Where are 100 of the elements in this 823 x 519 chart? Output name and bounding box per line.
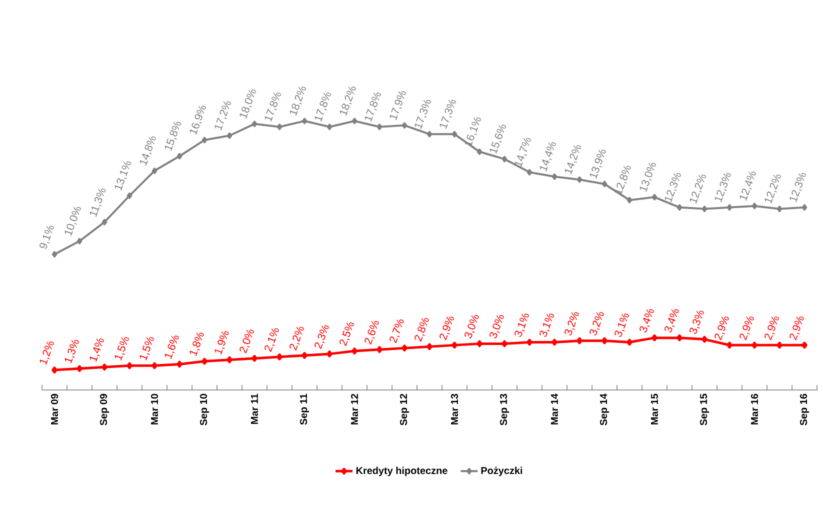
data-label: 3,3% <box>690 310 704 334</box>
point <box>802 204 808 211</box>
point <box>752 202 758 210</box>
data-label: 12,8% <box>614 166 631 195</box>
point <box>702 336 708 343</box>
x-tick-label: Sep 09 <box>100 394 110 426</box>
point <box>376 124 382 130</box>
point <box>776 342 782 349</box>
x-tick-label: Sep 11 <box>300 394 310 425</box>
point <box>426 130 432 138</box>
data-label: 14,7% <box>514 138 531 168</box>
data-label: 1,4% <box>90 338 104 362</box>
data-label: 2,9% <box>764 316 779 340</box>
point <box>326 124 332 130</box>
data-label: 11,3% <box>90 188 106 217</box>
data-label: 18,0% <box>240 90 256 119</box>
point <box>726 204 732 211</box>
point <box>752 342 758 349</box>
point <box>776 206 782 212</box>
point <box>452 130 458 138</box>
data-label: 3,2% <box>564 312 579 336</box>
point <box>726 342 732 349</box>
data-label: 16,9% <box>190 106 206 135</box>
data-label: 3,0% <box>464 315 479 338</box>
point <box>526 338 532 346</box>
point <box>52 251 58 258</box>
point <box>426 343 432 350</box>
data-label: 12,3% <box>664 173 681 202</box>
data-label: 12,3% <box>714 173 731 202</box>
point <box>176 360 182 368</box>
point <box>402 122 408 129</box>
point <box>652 194 658 200</box>
x-tick-label: Sep 16 <box>800 394 810 426</box>
data-label: 2,0% <box>240 330 254 354</box>
data-label: 17,3% <box>414 100 431 129</box>
data-label: 2,3% <box>314 325 329 350</box>
x-tick-label: Sep 10 <box>200 394 210 426</box>
x-tick-label: Mar 09 <box>50 394 58 424</box>
data-label: 14,2% <box>564 145 581 174</box>
data-label: 18,2% <box>290 86 306 116</box>
data-label: 3,2% <box>590 312 604 336</box>
point <box>502 156 508 162</box>
data-label: 17,8% <box>264 92 281 122</box>
data-label: 17,3% <box>440 100 456 129</box>
x-tick-label: Mar 10 <box>150 394 158 424</box>
point <box>326 350 332 358</box>
data-label: 3,1% <box>514 314 529 337</box>
data-label: 2,8% <box>414 318 429 342</box>
x-tick-label: Sep 14 <box>600 394 610 426</box>
data-label: 1,2% <box>40 341 54 365</box>
data-label: 13,0% <box>640 162 656 192</box>
data-label: 3,4% <box>640 309 654 332</box>
point <box>76 365 82 372</box>
data-label: 12,2% <box>764 174 781 204</box>
point <box>676 204 682 211</box>
data-label: 9,1% <box>40 226 54 249</box>
point <box>602 180 608 188</box>
x-tick-label: Mar 15 <box>651 394 658 424</box>
point <box>452 342 458 349</box>
point <box>802 342 808 349</box>
point <box>552 338 558 346</box>
x-tick-label: Mar 16 <box>750 394 758 424</box>
point <box>626 338 632 346</box>
point <box>302 118 308 124</box>
x-tick-label: Mar 13 <box>450 394 458 424</box>
data-label: 3,4% <box>664 309 679 332</box>
point <box>476 340 482 348</box>
point <box>202 358 208 365</box>
x-tick-label: Sep 15 <box>700 394 710 426</box>
x-tick-label: Mar 11 <box>251 394 258 424</box>
data-label: 14,8% <box>140 136 156 166</box>
point <box>152 168 158 174</box>
point <box>126 192 132 199</box>
data-label: 1,9% <box>214 331 229 355</box>
data-label: 2,6% <box>364 320 379 345</box>
data-label: 18,2% <box>340 86 356 116</box>
data-label: 15,6% <box>490 124 506 154</box>
x-tick-label: Sep 13 <box>500 394 510 426</box>
point <box>76 238 82 244</box>
point <box>176 152 182 160</box>
point <box>502 340 508 348</box>
point <box>652 334 658 342</box>
point <box>226 356 232 364</box>
data-label: 17,2% <box>214 101 231 130</box>
point <box>376 346 382 353</box>
point <box>476 148 482 155</box>
data-label: 3,1% <box>540 314 554 337</box>
legend-label: Kredyty hipoteczne <box>356 466 448 476</box>
data-label: 13,1% <box>114 161 131 191</box>
x-tick-label: Mar 12 <box>350 394 358 424</box>
point <box>402 344 408 352</box>
data-label: 10,0% <box>64 206 81 236</box>
point <box>226 132 232 139</box>
data-label: 14,4% <box>540 142 556 172</box>
point <box>352 118 358 124</box>
point <box>526 169 532 176</box>
data-label: 17,8% <box>364 92 381 122</box>
point <box>602 337 608 344</box>
data-label: 2,9% <box>740 316 754 340</box>
data-label: 1,6% <box>164 336 179 360</box>
